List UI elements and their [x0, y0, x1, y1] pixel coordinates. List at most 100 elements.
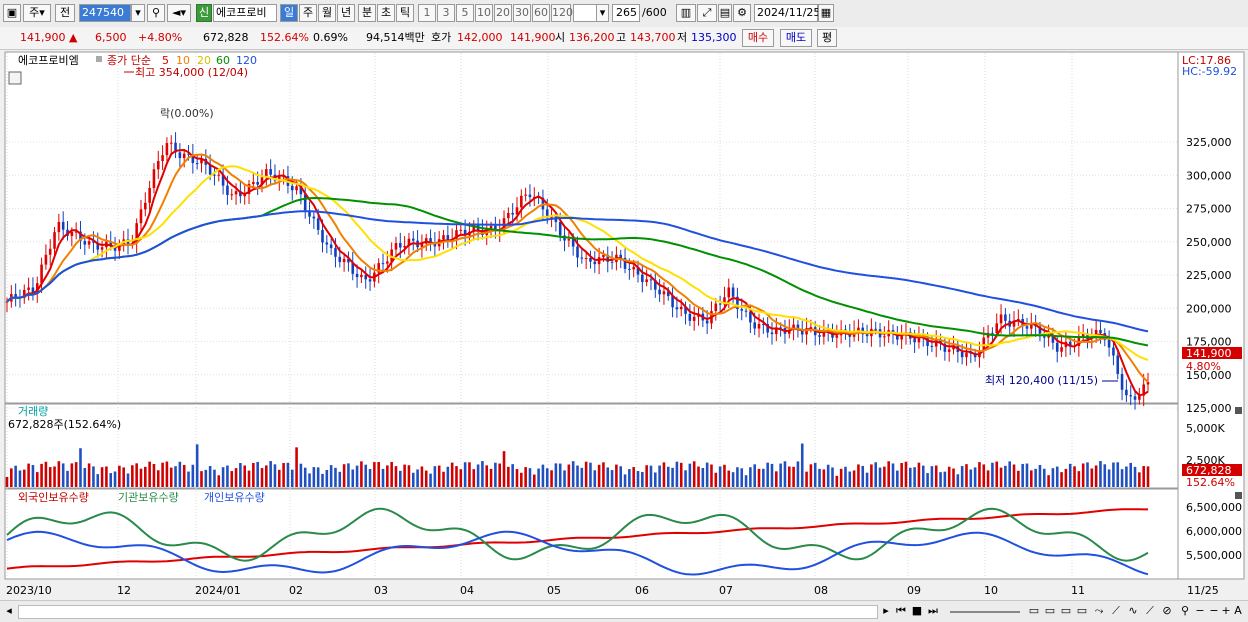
buy-button[interactable]: 매수	[742, 29, 774, 47]
x-axis-label: 02	[289, 584, 303, 597]
layout-b-icon[interactable]: ▭	[1044, 604, 1056, 617]
font-size-icon[interactable]: A	[1234, 604, 1242, 617]
scroll-track[interactable]	[18, 605, 878, 619]
eval-button[interactable]: 평	[817, 29, 837, 47]
fib-tool-icon[interactable]: ⟋	[1146, 604, 1154, 617]
date-input[interactable]: 2024/11/25	[754, 4, 820, 22]
wave-tool-icon[interactable]: ∿	[1128, 604, 1138, 617]
line-tool-icon[interactable]: ⟋	[1112, 604, 1120, 617]
candle-body	[770, 332, 774, 335]
prev-button[interactable]: 전	[55, 4, 75, 22]
gear-icon[interactable]: ⚙	[733, 4, 751, 22]
candle-body	[14, 294, 17, 298]
price-chart[interactable]: 에코프로비엠 종가 단순 5 10 20 60 120 최고 354,000 (…	[0, 50, 1248, 600]
candle-body	[1081, 333, 1085, 337]
save-icon[interactable]: ▤	[718, 4, 732, 22]
period-tick[interactable]: 틱	[396, 4, 414, 22]
zoom-slider[interactable]	[950, 611, 1020, 613]
candle-body	[213, 174, 216, 176]
interval-60[interactable]: 60	[532, 4, 550, 22]
scroll-right-icon[interactable]: ▸	[883, 604, 889, 617]
first-page-icon[interactable]: ⏮	[896, 604, 906, 617]
draw-tool-icon[interactable]: ⤢	[697, 4, 717, 22]
stock-code-input[interactable]: 247540	[79, 4, 131, 22]
credit-badge: 신	[196, 4, 212, 22]
period-year[interactable]: 년	[337, 4, 355, 22]
holding-close-icon[interactable]	[1235, 492, 1242, 499]
period-month[interactable]: 월	[318, 4, 336, 22]
volume-bar	[563, 470, 566, 487]
volume-bar	[424, 470, 428, 487]
candle-body	[632, 266, 635, 270]
volume-bar	[252, 462, 255, 487]
volume-bar	[532, 474, 536, 487]
sell-button[interactable]: 매도	[780, 29, 812, 47]
speaker-icon[interactable]: ◄▾	[167, 4, 191, 22]
interval-1[interactable]: 1	[418, 4, 436, 22]
panel-settings-icon[interactable]	[8, 71, 22, 85]
zoom-in-icon[interactable]: +	[1221, 604, 1231, 617]
volume-bar	[113, 471, 117, 487]
candle-body	[589, 257, 592, 262]
stop-icon[interactable]: ■	[911, 604, 923, 617]
holding-inst-label: 기관보유수량	[118, 491, 179, 504]
stock-name-field[interactable]: 에코프로비	[213, 4, 277, 22]
scroll-bar[interactable]: ◂ ▸ ⏮ ■ ⏭ ▭ ▭ ▭ ▭ ⤳ ⟋ ∿ ⟋ ⊘ ⚲ − − + A	[0, 600, 1248, 622]
count-input[interactable]: 265	[612, 4, 640, 22]
lock-note: 락(0.00%)	[160, 107, 214, 120]
volume-bar	[57, 461, 61, 487]
turnover-rate: 0.69%	[313, 31, 348, 44]
volume-bar	[334, 467, 337, 487]
trend-icon[interactable]: ⤳	[1094, 604, 1104, 617]
volume-bar	[610, 470, 614, 487]
search-icon[interactable]: ⚲	[147, 4, 165, 22]
candle-body	[654, 279, 657, 290]
volume-bar	[135, 463, 138, 487]
interval-3[interactable]: 3	[437, 4, 455, 22]
volume-bar	[27, 463, 30, 487]
candle-body	[316, 218, 320, 230]
code-dropdown-icon[interactable]: ▾	[131, 4, 145, 22]
interval-5[interactable]: 5	[456, 4, 474, 22]
period-week[interactable]: 주	[299, 4, 317, 22]
candle-body	[623, 257, 627, 269]
view-mode-select[interactable]: 주▾	[23, 4, 51, 22]
last-page-icon[interactable]: ⏭	[928, 604, 938, 617]
text-tool-icon[interactable]: ⊘	[1162, 604, 1172, 617]
layout-a-icon[interactable]: ▭	[1028, 604, 1040, 617]
volume-bar	[753, 464, 756, 487]
zoom-reset-icon[interactable]: −	[1209, 604, 1219, 617]
interval-120[interactable]: 120	[551, 4, 573, 22]
volume-bar	[826, 464, 830, 487]
period-minute[interactable]: 분	[358, 4, 376, 22]
volume-bar	[243, 465, 247, 487]
ma-prefix: 종가 단순	[107, 54, 151, 67]
interval-dropdown-icon[interactable]: ▾	[596, 4, 609, 22]
volume-close-icon[interactable]	[1235, 407, 1242, 414]
high-label: 고	[616, 31, 627, 44]
volume-bar	[1112, 462, 1115, 487]
volume-value: 672,828	[203, 31, 249, 44]
volume-bar	[1138, 472, 1141, 487]
period-second[interactable]: 초	[377, 4, 395, 22]
layout-d-icon[interactable]: ▭	[1076, 604, 1088, 617]
volume-bar	[896, 470, 899, 487]
period-day[interactable]: 일	[280, 4, 298, 22]
layout-icon[interactable]: ▣	[3, 4, 21, 22]
interval-10[interactable]: 10	[475, 4, 493, 22]
layout-c-icon[interactable]: ▭	[1060, 604, 1072, 617]
interval-20[interactable]: 20	[494, 4, 512, 22]
holding-panel-bg	[4, 488, 1179, 580]
zoom-icon[interactable]: ⚲	[1180, 604, 1190, 617]
volume-bar	[364, 464, 368, 487]
candle-type-icon[interactable]: ▥	[676, 4, 696, 22]
scroll-left-icon[interactable]: ◂	[6, 604, 12, 617]
ask-price: 142,000	[457, 31, 503, 44]
candle-body	[403, 246, 406, 248]
zoom-out-icon[interactable]: −	[1195, 604, 1205, 617]
candle-body	[420, 243, 424, 248]
panel-collapse-icon[interactable]	[96, 56, 102, 62]
calendar-icon[interactable]: ▦	[818, 4, 834, 22]
interval-30[interactable]: 30	[513, 4, 531, 22]
volume-bar	[779, 463, 782, 487]
